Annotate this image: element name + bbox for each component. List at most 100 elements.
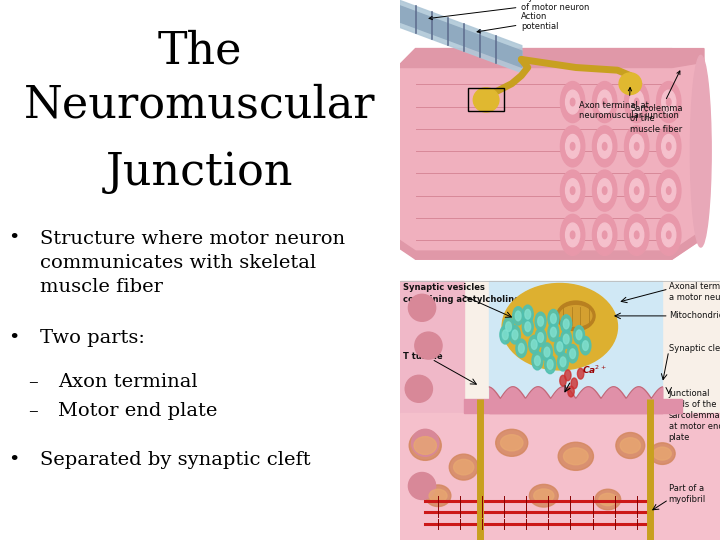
Text: Synaptic vesicles
containing acetylcholine: Synaptic vesicles containing acetylcholi… (402, 284, 520, 303)
Text: Myelinated axon
of motor neuron: Myelinated axon of motor neuron (429, 0, 591, 19)
Text: •: • (8, 329, 19, 347)
Ellipse shape (557, 301, 595, 330)
Circle shape (630, 134, 644, 158)
Polygon shape (400, 49, 704, 68)
Ellipse shape (454, 460, 474, 475)
Circle shape (566, 179, 580, 202)
Circle shape (667, 98, 671, 106)
Ellipse shape (449, 454, 478, 480)
Polygon shape (400, 230, 704, 259)
Circle shape (634, 187, 639, 194)
Circle shape (513, 307, 523, 325)
Circle shape (624, 170, 649, 211)
Text: •: • (8, 230, 19, 247)
Ellipse shape (408, 294, 436, 321)
Text: Synaptic cleft: Synaptic cleft (669, 344, 720, 353)
Ellipse shape (558, 442, 593, 470)
Circle shape (657, 170, 681, 211)
Circle shape (541, 343, 552, 361)
Text: –: – (28, 402, 37, 420)
Text: Action
potential: Action potential (477, 12, 559, 33)
Text: Part of a
myofibril: Part of a myofibril (669, 484, 706, 504)
Ellipse shape (426, 485, 451, 507)
Circle shape (505, 322, 511, 332)
Circle shape (580, 336, 591, 355)
Circle shape (528, 335, 539, 354)
Circle shape (518, 343, 524, 353)
Circle shape (525, 322, 531, 332)
Circle shape (657, 82, 681, 123)
Ellipse shape (653, 447, 671, 460)
Ellipse shape (616, 433, 644, 458)
Text: T tubule: T tubule (402, 352, 442, 361)
Ellipse shape (496, 429, 528, 456)
Circle shape (667, 143, 671, 150)
Circle shape (545, 355, 556, 374)
Circle shape (560, 375, 566, 386)
Circle shape (566, 90, 580, 114)
Circle shape (561, 315, 572, 333)
Circle shape (603, 143, 607, 150)
Circle shape (534, 356, 540, 366)
Polygon shape (400, 0, 720, 281)
Circle shape (560, 214, 585, 255)
Circle shape (535, 312, 546, 330)
Ellipse shape (408, 472, 436, 500)
Circle shape (547, 360, 553, 369)
Circle shape (667, 187, 671, 194)
Circle shape (561, 330, 572, 348)
Circle shape (662, 134, 676, 158)
Circle shape (563, 319, 569, 329)
Circle shape (525, 309, 531, 319)
Circle shape (570, 143, 575, 150)
Circle shape (566, 223, 580, 247)
Circle shape (630, 223, 644, 247)
Circle shape (634, 98, 639, 106)
Text: Two parts:: Two parts: (40, 329, 145, 347)
Polygon shape (400, 281, 720, 540)
Ellipse shape (412, 429, 439, 456)
Circle shape (551, 314, 557, 323)
Circle shape (593, 126, 617, 167)
Circle shape (516, 311, 521, 321)
Circle shape (634, 231, 639, 239)
Ellipse shape (649, 443, 675, 464)
Text: Neuromuscular: Neuromuscular (24, 84, 376, 127)
Circle shape (535, 328, 546, 347)
Circle shape (582, 341, 588, 350)
Circle shape (576, 330, 582, 340)
Text: Separated by synaptic cleft: Separated by synaptic cleft (40, 451, 310, 469)
Circle shape (560, 82, 585, 123)
Circle shape (564, 370, 571, 381)
Circle shape (503, 330, 508, 340)
Circle shape (522, 305, 534, 323)
Circle shape (557, 342, 563, 352)
Ellipse shape (502, 284, 618, 370)
Circle shape (563, 334, 569, 344)
Text: Junction: Junction (106, 151, 294, 194)
Circle shape (598, 134, 612, 158)
Ellipse shape (595, 489, 621, 510)
Circle shape (603, 187, 607, 194)
Circle shape (560, 126, 585, 167)
Circle shape (598, 179, 612, 202)
Ellipse shape (619, 73, 642, 94)
Ellipse shape (560, 306, 592, 326)
Ellipse shape (429, 489, 447, 502)
Circle shape (560, 357, 566, 367)
Circle shape (544, 347, 550, 357)
Circle shape (568, 386, 575, 397)
Ellipse shape (564, 448, 588, 465)
Ellipse shape (473, 88, 499, 112)
Circle shape (657, 126, 681, 167)
Circle shape (574, 326, 585, 344)
Text: •: • (8, 451, 19, 469)
Circle shape (510, 326, 521, 344)
Ellipse shape (599, 494, 617, 505)
Circle shape (557, 353, 569, 371)
Circle shape (624, 126, 649, 167)
Circle shape (554, 338, 565, 356)
Circle shape (657, 214, 681, 255)
Circle shape (566, 134, 580, 158)
Polygon shape (400, 49, 704, 259)
